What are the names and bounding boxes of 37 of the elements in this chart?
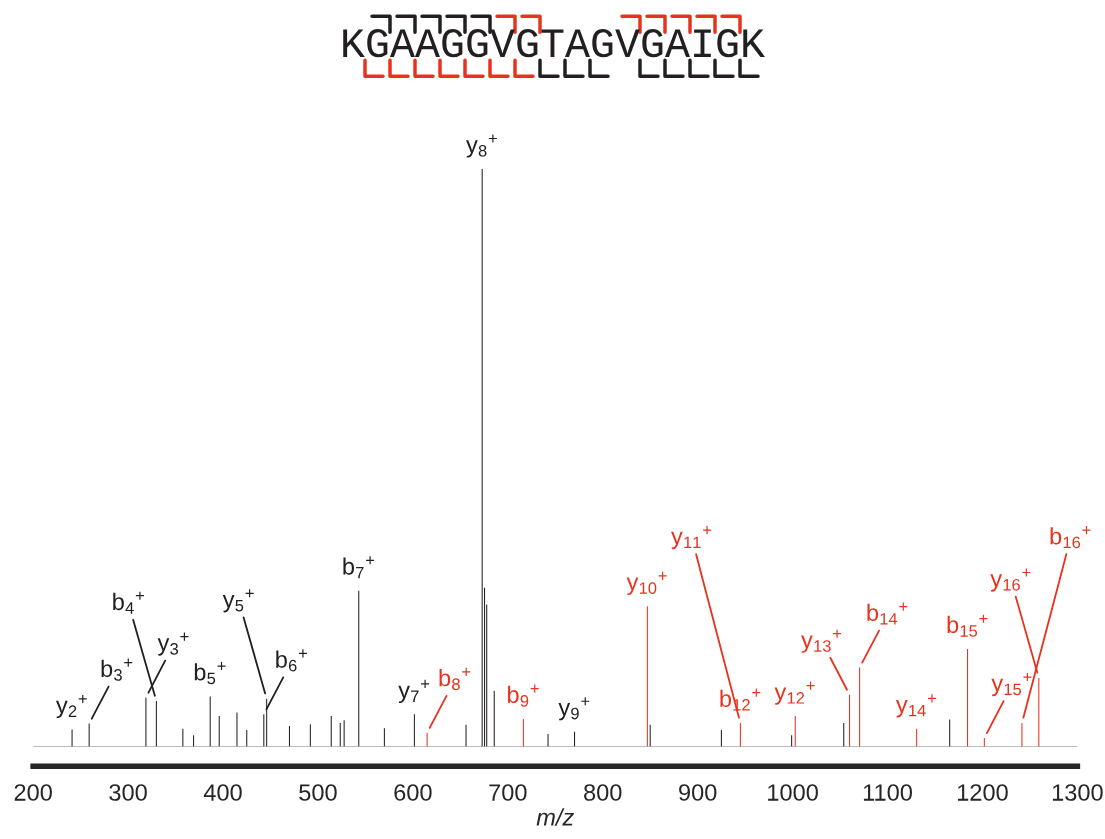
annotation: y$_{14}$$^{+}$ (895, 694, 936, 718)
annotation: b$_{8}$$^{+}$ (439, 667, 471, 691)
x-tick-label: 500 (299, 784, 337, 801)
annotation: b$_{6}$$^{+}$ (276, 649, 307, 672)
x-tick-label: 400 (203, 784, 242, 801)
annotation: y$_{16}$$^{+}$ (990, 568, 1031, 592)
annotation: b$_{15}$$^{+}$ (947, 614, 988, 637)
annotation: y$_{10}$$^{+}$ (626, 571, 667, 595)
annotation: y$_{3}$$^{+}$ (157, 632, 189, 656)
x-tick-label: 800 (584, 784, 622, 801)
annotation: b$_{14}$$^{+}$ (867, 602, 908, 625)
x-tick-label: 200 (14, 784, 52, 801)
annotation: b$_{5}$$^{+}$ (194, 662, 226, 685)
annotation: y$_{11}$$^{+}$ (671, 526, 712, 550)
x-axis-title: m/z (536, 808, 574, 826)
x-tick-label: 1300 (1052, 784, 1103, 801)
annotation: b$_{9}$$^{+}$ (508, 684, 539, 707)
annotation: y$_{8}$$^{+}$ (466, 134, 497, 158)
x-tick-label: 1000 (768, 784, 818, 801)
annotation: y$_{12}$$^{+}$ (774, 681, 815, 705)
annotation: b$_{7}$$^{+}$ (343, 556, 375, 579)
x-tick-label: 700 (489, 784, 527, 801)
annotation: y$_{7}$$^{+}$ (398, 679, 430, 704)
annotation: y$_{5}$$^{+}$ (222, 589, 254, 613)
chart-title: KGAAGGVGTAGVGAIGK (343, 29, 765, 58)
annotation: y$_{2}$$^{+}$ (55, 694, 87, 719)
x-tick-label: 1100 (863, 784, 912, 801)
x-tick-label: 900 (679, 784, 717, 801)
x-tick-label: 600 (394, 784, 432, 801)
annotation: b$_{3}$$^{+}$ (101, 658, 133, 681)
annotation: y$_{9}$$^{+}$ (558, 697, 590, 721)
annotation: y$_{15}$$^{+}$ (991, 673, 1032, 697)
x-tick-label: 1200 (957, 784, 1008, 801)
annotation: b$_{16}$$^{+}$ (1050, 526, 1091, 549)
x-tick-label: 300 (109, 784, 147, 801)
annotation: b$_{4}$$^{+}$ (113, 591, 144, 614)
annotation: y$_{13}$$^{+}$ (801, 629, 842, 653)
